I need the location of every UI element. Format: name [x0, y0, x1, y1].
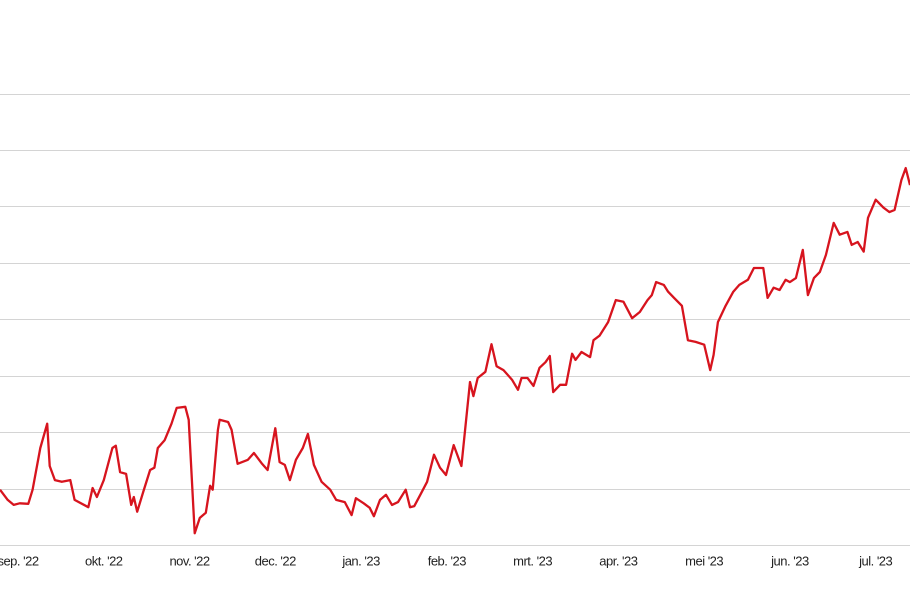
x-tick-label: feb. '23 [428, 553, 467, 568]
x-tick-label: mei '23 [685, 553, 723, 568]
data-line [0, 166, 910, 535]
x-tick-label: jan. '23 [341, 553, 380, 568]
x-tick-label: okt. '22 [85, 553, 123, 568]
x-tick-label: mrt. '23 [513, 553, 552, 568]
x-tick-label: jun. '23 [770, 553, 809, 568]
x-tick-label: jul. '23 [858, 553, 892, 568]
x-tick-label: nov. '22 [169, 553, 209, 568]
x-tick-label: apr. '23 [599, 553, 638, 568]
x-tick-label: sep. '22 [0, 553, 39, 568]
x-tick-label: dec. '22 [255, 553, 296, 568]
